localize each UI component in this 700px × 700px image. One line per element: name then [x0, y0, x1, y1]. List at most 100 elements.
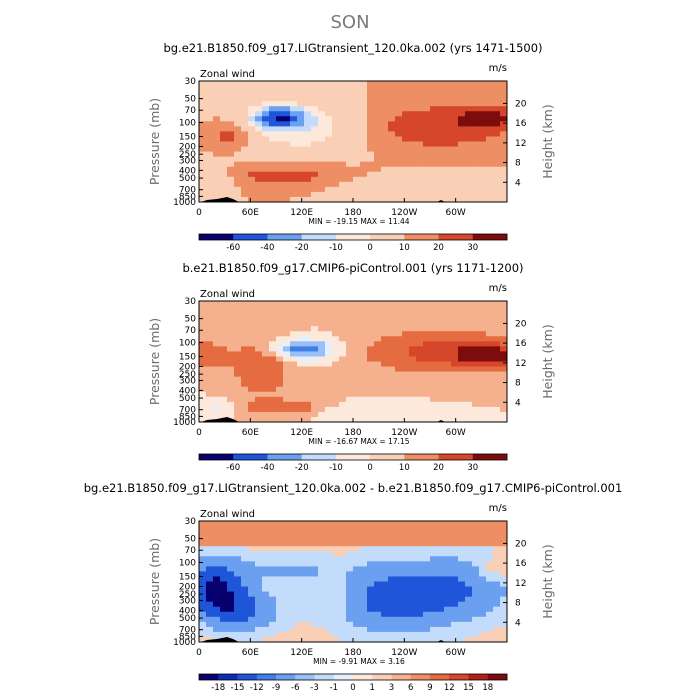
contour-cell — [283, 561, 291, 567]
contour-cell — [325, 321, 333, 327]
contour-cell — [276, 311, 284, 317]
contour-cell — [213, 346, 221, 352]
contour-cell — [472, 356, 480, 362]
contour-cell — [451, 321, 459, 327]
contour-cell — [416, 401, 424, 408]
contour-cell — [367, 151, 375, 158]
colorbar-frame — [198, 453, 508, 461]
contour-cell — [241, 391, 249, 398]
contour-cell — [395, 566, 403, 572]
contour-cell — [437, 536, 445, 542]
contour-cell — [451, 556, 459, 562]
contour-cell — [241, 401, 249, 408]
contour-cell — [430, 136, 438, 142]
contour-cell — [416, 346, 424, 352]
contour-cell — [276, 166, 284, 173]
contour-field — [199, 301, 508, 423]
contour-cell — [395, 631, 403, 638]
colorbar-swatch — [314, 674, 335, 680]
contour-cell — [486, 311, 494, 317]
contour-cell — [479, 601, 487, 608]
contour-cell — [353, 181, 361, 188]
contour-cell — [248, 586, 256, 592]
contour-cell — [367, 111, 375, 117]
contour-cell — [206, 111, 214, 117]
contour-cell — [290, 166, 298, 173]
contour-cell — [262, 101, 270, 107]
contour-cell — [388, 386, 396, 393]
contour-cell — [304, 401, 312, 408]
contour-cell — [290, 321, 298, 327]
contour-cell — [220, 186, 228, 193]
contour-cell — [199, 601, 207, 608]
contour-cell — [388, 81, 396, 87]
contour-cell — [430, 566, 438, 572]
contour-cell — [255, 366, 263, 372]
contour-cell — [444, 326, 452, 332]
contour-cell — [311, 341, 319, 347]
contour-cell — [409, 96, 417, 102]
contour-cell — [493, 166, 501, 173]
contour-cell — [227, 621, 235, 628]
contour-cell — [458, 521, 466, 527]
contour-cell — [311, 631, 319, 638]
contour-cell — [402, 336, 410, 342]
contour-cell — [304, 526, 312, 532]
contour-cell — [276, 136, 284, 142]
contour-cell — [346, 156, 354, 163]
contour-cell — [479, 596, 487, 603]
contour-cell — [304, 581, 312, 587]
contour-cell — [444, 556, 452, 562]
contour-field — [199, 81, 508, 203]
contour-cell — [381, 116, 389, 122]
contour-cell — [325, 161, 333, 168]
contour-cell — [402, 176, 410, 183]
contour-cell — [416, 556, 424, 562]
contour-cell — [339, 531, 347, 537]
contour-cell — [388, 196, 396, 203]
contour-cell — [332, 361, 340, 367]
contour-cell — [353, 171, 361, 178]
contour-cell — [311, 181, 319, 188]
contour-cell — [493, 186, 501, 193]
contour-cell — [444, 631, 452, 638]
contour-cell — [423, 611, 431, 618]
contour-cell — [437, 141, 445, 147]
contour-cell — [486, 401, 494, 408]
contour-cell — [479, 401, 487, 408]
contour-cell — [269, 121, 277, 127]
contour-cell — [269, 181, 277, 188]
contour-cell — [311, 626, 319, 633]
contour-cell — [465, 91, 473, 97]
contour-cell — [353, 121, 361, 127]
contour-cell — [248, 146, 256, 152]
contour-cell — [388, 536, 396, 542]
contour-cell — [381, 136, 389, 142]
contour-cell — [360, 141, 368, 147]
contour-cell — [402, 91, 410, 97]
contour-cell — [437, 386, 445, 393]
contour-cell — [241, 551, 249, 557]
contour-cell — [248, 416, 256, 423]
contour-cell — [367, 416, 375, 423]
contour-cell — [451, 136, 459, 142]
contour-cell — [248, 191, 256, 198]
contour-cell — [423, 391, 431, 398]
contour-cell — [283, 311, 291, 317]
contour-cell — [339, 401, 347, 408]
contour-cell — [381, 186, 389, 193]
contour-cell — [409, 91, 417, 97]
contour-cell — [479, 181, 487, 188]
contour-cell — [318, 616, 326, 623]
contour-cell — [213, 86, 221, 92]
contour-cell — [409, 141, 417, 147]
contour-cell — [304, 391, 312, 398]
contour-cell — [479, 111, 487, 117]
contour-cell — [381, 191, 389, 198]
contour-cell — [402, 401, 410, 408]
contour-cell — [444, 621, 452, 628]
contour-cell — [290, 121, 298, 127]
contour-cell — [255, 416, 263, 423]
contour-cell — [360, 106, 368, 112]
contour-cell — [234, 341, 242, 347]
